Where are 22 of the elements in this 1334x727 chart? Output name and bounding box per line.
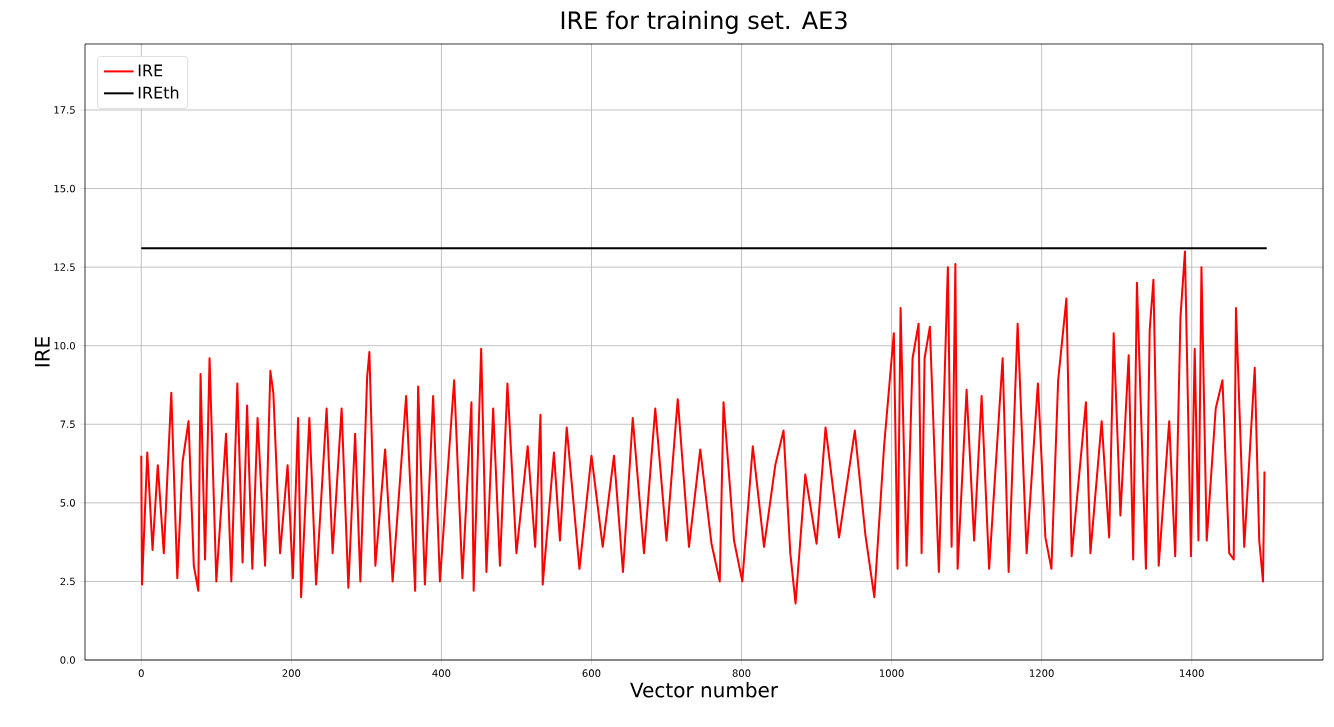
- x-axis-title: Vector number: [630, 682, 779, 698]
- legend-label: IREth: [138, 86, 179, 99]
- y-tick-label: 0.0: [60, 656, 75, 664]
- y-tick-label: 15.0: [54, 184, 75, 193]
- line-series: [140, 250, 1266, 605]
- x-tick-label: 200: [282, 669, 301, 677]
- x-tick-label: 1000: [879, 669, 904, 677]
- y-axis-title: IRE: [34, 337, 50, 367]
- y-tick-label: 5.0: [60, 499, 75, 507]
- y-tick-label: 7.5: [60, 420, 75, 428]
- x-tick-label: 400: [432, 669, 451, 677]
- x-tick-label: 0: [138, 669, 144, 677]
- x-tick-label: 800: [732, 669, 751, 677]
- y-tick-label: 17.5: [54, 106, 75, 114]
- legend-label: IRE: [138, 64, 163, 77]
- y-tick-label: 10.0: [54, 341, 75, 350]
- x-tick-label: 600: [582, 669, 601, 677]
- y-tick-label: 12.5: [54, 263, 75, 271]
- x-tick-label: 1200: [1030, 669, 1054, 677]
- chart-title: IRE for training set. AE3: [561, 10, 847, 34]
- x-tick-label: 1400: [1180, 669, 1204, 677]
- y-tick-label: 2.5: [60, 577, 75, 586]
